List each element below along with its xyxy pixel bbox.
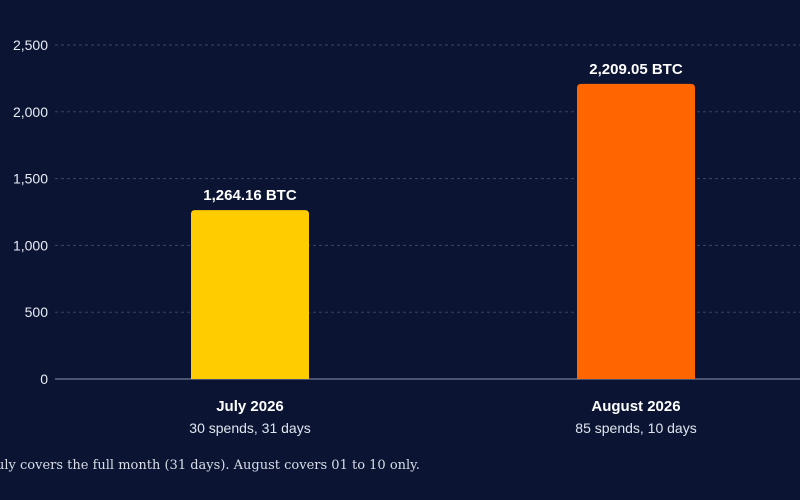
y-tick-label: 2,000 (13, 104, 48, 120)
bars (191, 83, 695, 380)
bar-value-label: 2,209.05 BTC (589, 61, 683, 78)
chart-footnote: uly covers the full month (31 days). Aug… (0, 458, 420, 473)
y-tick-label: 500 (25, 304, 49, 320)
category-labels: July 2026 30 spends, 31 days August 2026 85… (189, 398, 696, 436)
bar-august (577, 83, 695, 380)
x-tick-label: August 2026 (591, 398, 680, 415)
x-tick-sublabel: 30 spends, 31 days (189, 420, 310, 436)
y-tick-label: 2,500 (13, 37, 48, 53)
y-tick-label: 0 (40, 371, 48, 387)
value-labels: 1,264.16 BTC 2,209.05 BTC (203, 61, 683, 204)
bar-value-label: 1,264.16 BTC (203, 187, 297, 204)
bar-july (191, 210, 309, 379)
y-tick-label: 1,000 (13, 237, 48, 253)
x-tick-sublabel: 85 spends, 10 days (575, 420, 696, 436)
y-axis-ticks: 0 500 1,000 1,500 2,000 2,500 (13, 37, 48, 387)
y-tick-label: 1,500 (13, 171, 48, 187)
x-tick-label: July 2026 (216, 398, 284, 415)
